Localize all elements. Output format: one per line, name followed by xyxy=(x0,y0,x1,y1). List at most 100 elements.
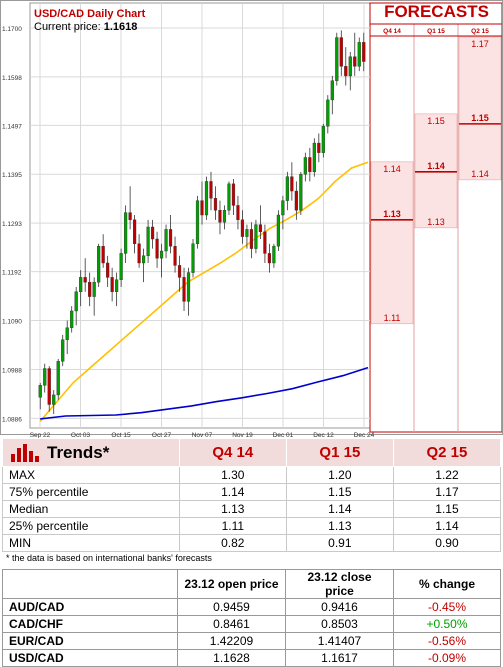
forecast-high-label: 1.15 xyxy=(427,116,445,126)
candle-body xyxy=(213,198,218,211)
forecasts-title: FORECASTS xyxy=(384,2,489,21)
prices-row: USD/CAD 1.1628 1.1617 -0.09% xyxy=(2,649,501,667)
prices-table: 23.12 open price 23.12 close price % cha… xyxy=(2,569,501,667)
close-price: 1.1617 xyxy=(285,649,394,667)
y-tick-label: 1.1598 xyxy=(2,75,22,82)
candle-body xyxy=(249,229,254,249)
candle-body xyxy=(79,277,83,292)
candle-body xyxy=(124,212,128,254)
x-tick-label: Sep 22 xyxy=(30,432,51,439)
candle-body xyxy=(335,37,339,81)
candle-body xyxy=(191,243,195,273)
candle-body xyxy=(92,281,96,297)
candle-body xyxy=(43,368,47,386)
candle-body xyxy=(308,157,312,173)
candle-body xyxy=(200,200,204,216)
x-tick-label: Nov 19 xyxy=(232,432,253,439)
x-tick-label: Dec 12 xyxy=(313,432,334,439)
candle-body xyxy=(146,226,150,256)
candle-body xyxy=(97,245,101,283)
y-tick-label: 1.1700 xyxy=(2,26,22,33)
candle-body xyxy=(52,394,56,405)
pair-name: EUR/CAD xyxy=(2,632,178,650)
percent-change: -0.09% xyxy=(393,649,501,667)
candle-body xyxy=(195,200,200,245)
prices-header-close: 23.12 close price xyxy=(285,569,394,599)
prices-header-blank xyxy=(2,569,178,599)
forecast-median-label: 1.13 xyxy=(383,209,401,219)
trends-cell: 1.11 xyxy=(178,517,287,535)
candle-body xyxy=(294,190,298,211)
y-tick-label: 1.1293 xyxy=(2,221,22,228)
candle-body xyxy=(276,214,280,247)
candle-body xyxy=(133,219,137,245)
trends-cell: 0.90 xyxy=(392,534,502,552)
x-tick-label: Oct 03 xyxy=(71,432,91,439)
x-tick-label: Oct 27 xyxy=(152,432,172,439)
candle-body xyxy=(285,176,289,201)
candle-body xyxy=(155,238,159,259)
candle-body xyxy=(88,281,92,297)
candle-body xyxy=(74,291,78,312)
forecast-low-label: 1.13 xyxy=(427,217,445,227)
x-tick-label: Dec 01 xyxy=(273,432,294,439)
candle-body xyxy=(245,229,249,237)
candle-body xyxy=(267,253,271,264)
trends-cell: 1.14 xyxy=(285,500,394,518)
forecast-high-label: 1.17 xyxy=(471,39,489,49)
candle-body xyxy=(218,210,222,223)
trends-col-q2-15: Q2 15 xyxy=(392,438,502,467)
moving-average-line xyxy=(39,161,369,422)
candle-body xyxy=(70,310,74,328)
candle-body xyxy=(38,385,42,398)
percent-change: -0.56% xyxy=(393,632,501,650)
trends-cell: 1.15 xyxy=(392,500,502,518)
candle-body xyxy=(330,80,334,101)
price-chart: 1.1700 1.1598 1.1497 1.1395 1.1293 1.1192 1.10… xyxy=(0,0,503,439)
candle-body xyxy=(362,42,366,62)
footnote: * the data is based on international ban… xyxy=(6,553,212,563)
trends-col-q1-15: Q1 15 xyxy=(285,438,394,467)
trends-header-row: Trends* Q4 14 Q1 15 Q2 15 xyxy=(2,438,502,467)
candle-body xyxy=(177,265,182,278)
pair-name: CAD/CHF xyxy=(2,615,178,633)
candle-body xyxy=(128,212,132,221)
candle-body xyxy=(326,99,330,127)
open-price: 1.42209 xyxy=(177,632,286,650)
candle-body xyxy=(317,142,321,153)
trends-row: Median 1.13 1.14 1.15 xyxy=(2,500,502,518)
candle-body xyxy=(106,262,110,278)
candle-body xyxy=(141,255,146,264)
candle-body xyxy=(65,327,69,340)
candle-body xyxy=(236,205,240,221)
candle-body xyxy=(240,219,245,237)
trends-row-label: 75% percentile xyxy=(2,483,180,501)
trends-cell: 1.30 xyxy=(178,466,287,484)
chart-title: USD/CAD Daily Chart xyxy=(34,8,146,20)
candle-body xyxy=(137,243,141,264)
open-price: 0.8461 xyxy=(177,615,286,633)
candle-body xyxy=(272,245,276,264)
x-tick-label: Oct 15 xyxy=(111,432,131,439)
forecast-median-label: 1.14 xyxy=(427,161,445,171)
candle-body xyxy=(186,272,191,302)
trends-cell: 1.13 xyxy=(285,517,394,535)
candle-body xyxy=(83,277,87,283)
trends-title-cell: Trends* xyxy=(2,438,180,467)
trends-row: 75% percentile 1.14 1.15 1.17 xyxy=(2,483,502,501)
forecast-range xyxy=(370,161,414,325)
prices-row: AUD/CAD 0.9459 0.9416 -0.45% xyxy=(2,598,501,616)
y-tick-label: 1.1395 xyxy=(2,172,22,179)
y-tick-label: 1.1090 xyxy=(2,319,22,326)
trends-cell: 1.17 xyxy=(392,483,502,501)
trends-cell: 1.22 xyxy=(392,466,502,484)
trends-table: Trends* Q4 14 Q1 15 Q2 15 MAX 1.30 1.20 1.2… xyxy=(2,438,502,552)
candle-body xyxy=(312,142,316,173)
forecast-column-header: Q2 15 xyxy=(471,28,489,35)
close-price: 1.41407 xyxy=(285,632,394,650)
candle-body xyxy=(348,56,352,77)
candle-body xyxy=(353,56,357,67)
trends-cell: 1.15 xyxy=(285,483,394,501)
candle-body xyxy=(263,231,267,254)
candle-body xyxy=(299,174,303,211)
